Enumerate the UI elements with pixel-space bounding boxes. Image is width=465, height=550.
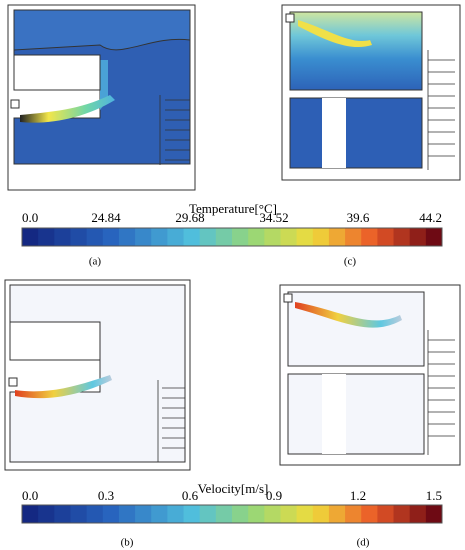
colorbar-segment — [102, 228, 120, 246]
colorbar-segment — [38, 228, 55, 246]
colorbar-segment — [425, 228, 443, 246]
colorbar-title: Temperature[°C] — [189, 201, 277, 216]
colorbar-tick-label: 1.2 — [350, 488, 366, 503]
colorbar-segment — [377, 228, 395, 246]
colorbar-segment — [135, 505, 152, 523]
colorbar-segment — [425, 505, 443, 523]
colorbar-tick-label: 0.3 — [98, 488, 114, 503]
colorbar-segment — [248, 505, 265, 523]
colorbar-tick-label: 29.68 — [175, 210, 204, 225]
colorbar-segment — [280, 505, 298, 523]
colorbar-tick-label: 39.6 — [347, 210, 370, 225]
panel-label: (c) — [344, 256, 357, 268]
colorbar-segment — [328, 228, 346, 246]
colorbar-segment — [22, 505, 39, 523]
colorbar-segment — [328, 505, 346, 523]
colorbar-segment — [409, 228, 427, 246]
colorbar-segment — [312, 505, 330, 523]
panel-d-image — [279, 284, 461, 466]
colorbar-segment — [86, 505, 104, 523]
colorbar-segment — [183, 505, 201, 523]
colorbar-segment — [215, 228, 233, 246]
colorbar-frame — [21, 227, 443, 247]
colorbar-segment — [393, 505, 411, 523]
colorbar-segment — [118, 228, 136, 246]
colorbar-segment — [167, 505, 185, 523]
colorbar-segment — [296, 505, 314, 523]
colorbar-segment — [345, 505, 362, 523]
colorbar-tick-label: 0.0 — [22, 210, 38, 225]
colorbar-segment — [118, 505, 136, 523]
panel-label: (a) — [89, 256, 102, 268]
colorbar-tick-label: 34.52 — [259, 210, 288, 225]
colorbar-segment — [264, 505, 281, 523]
colorbar-segment — [54, 505, 71, 523]
colorbar-segment — [70, 505, 88, 523]
colorbar-tick-label: 0.0 — [22, 488, 38, 503]
colorbar-segment — [280, 228, 298, 246]
colorbar-segment — [361, 505, 378, 523]
colorbar-segment — [296, 228, 314, 246]
colorbar-segment — [151, 505, 168, 523]
colorbar-segment — [86, 228, 104, 246]
colorbar-tick-label: 0.6 — [182, 488, 199, 503]
colorbar-segment — [232, 505, 249, 523]
colorbar-segment — [215, 505, 233, 523]
colorbar-segment — [232, 228, 249, 246]
colorbar-segment — [135, 228, 152, 246]
colorbar-segment — [183, 228, 201, 246]
panel-a-image — [7, 4, 196, 191]
panel-label: (d) — [357, 537, 370, 549]
colorbar-segment — [264, 228, 281, 246]
colorbar-segment — [54, 228, 71, 246]
panel-b-image — [4, 279, 191, 471]
colorbar-segment — [70, 228, 88, 246]
colorbar-segment — [151, 228, 168, 246]
colorbar-segment — [393, 228, 411, 246]
colorbar-segment — [377, 505, 395, 523]
colorbar-segment — [167, 228, 185, 246]
colorbar-segment — [102, 505, 120, 523]
colorbar-frame — [21, 504, 443, 524]
colorbar-segment — [409, 505, 427, 523]
colorbar-segment — [199, 228, 217, 246]
colorbar-title: Velocity[m/s] — [198, 481, 269, 496]
colorbar-segment — [38, 505, 55, 523]
colorbar-segment — [22, 228, 39, 246]
colorbar-segment — [345, 228, 362, 246]
colorbar-segment — [312, 228, 330, 246]
colorbar-segment — [361, 228, 378, 246]
colorbar-segment — [248, 228, 265, 246]
colorbar-tick-label: 24.84 — [91, 210, 121, 225]
colorbar-segment — [199, 505, 217, 523]
colorbar-tick-label: 44.2 — [419, 210, 442, 225]
colorbar-tick-label: 0.9 — [266, 488, 282, 503]
colorbar-tick-label: 1.5 — [426, 488, 442, 503]
panel-label: (b) — [121, 537, 134, 549]
panel-c-image — [281, 4, 461, 181]
